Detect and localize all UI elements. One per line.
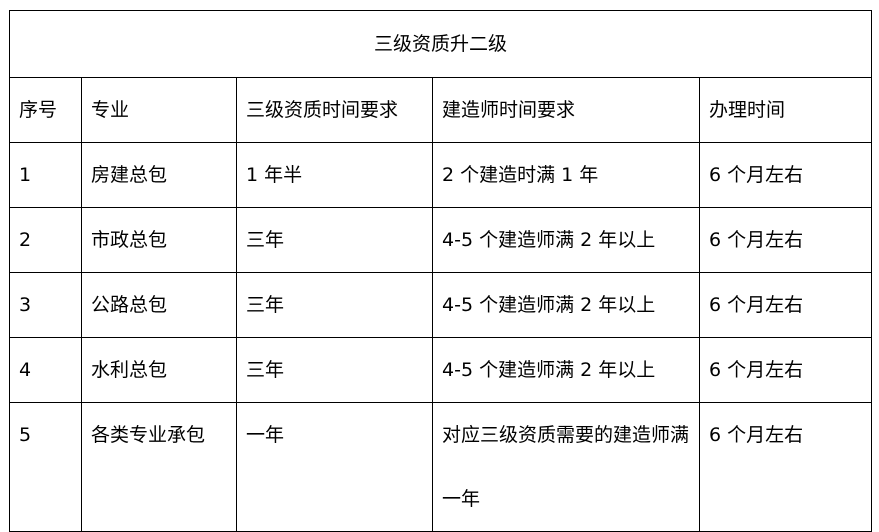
table-row: 4 水利总包 三年 4-5 个建造师满 2 年以上 6 个月左右 [9, 337, 873, 403]
cell-processing-time: 6 个月左右 [698, 142, 873, 208]
cell-qualification-time: 三年 [236, 272, 433, 338]
cell-constructor-time: 2 个建造时满 1 年 [432, 142, 700, 208]
header-specialty: 专业 [81, 77, 237, 143]
cell-index: 2 [9, 207, 82, 273]
cell-constructor-time: 4-5 个建造师满 2 年以上 [432, 272, 700, 338]
cell-qualification-time: 三年 [236, 337, 433, 403]
header-processing-time: 办理时间 [698, 77, 873, 143]
cell-processing-time: 6 个月左右 [698, 207, 873, 273]
cell-specialty: 公路总包 [81, 272, 237, 338]
header-row: 序号 专业 三级资质时间要求 建造师时间要求 办理时间 [9, 77, 873, 143]
qualification-table: 三级资质升二级 序号 专业 三级资质时间要求 建造师时间要求 办理时间 1 房建… [8, 10, 873, 532]
table-row: 1 房建总包 1 年半 2 个建造时满 1 年 6 个月左右 [9, 142, 873, 208]
table-row: 2 市政总包 三年 4-5 个建造师满 2 年以上 6 个月左右 [9, 207, 873, 273]
cell-constructor-time: 4-5 个建造师满 2 年以上 [432, 207, 700, 273]
cell-processing-time: 6 个月左右 [698, 337, 873, 403]
cell-index: 1 [9, 142, 82, 208]
table-row: 3 公路总包 三年 4-5 个建造师满 2 年以上 6 个月左右 [9, 272, 873, 338]
header-index: 序号 [9, 77, 82, 143]
cell-specialty: 各类专业承包 [81, 402, 237, 532]
cell-specialty: 水利总包 [81, 337, 237, 403]
table-title: 三级资质升二级 [8, 10, 873, 78]
cell-qualification-time: 三年 [236, 207, 433, 273]
cell-index: 4 [9, 337, 82, 403]
cell-specialty: 市政总包 [81, 207, 237, 273]
cell-qualification-time: 1 年半 [236, 142, 433, 208]
cell-index: 5 [9, 402, 82, 532]
header-qualification-time: 三级资质时间要求 [236, 77, 433, 143]
cell-constructor-time: 对应三级资质需要的建造师满一年 [432, 402, 700, 532]
header-constructor-time: 建造师时间要求 [432, 77, 700, 143]
cell-processing-time: 6 个月左右 [698, 272, 873, 338]
cell-processing-time: 6 个月左右 [698, 402, 873, 532]
cell-specialty: 房建总包 [81, 142, 237, 208]
cell-qualification-time: 一年 [236, 402, 433, 532]
cell-constructor-time: 4-5 个建造师满 2 年以上 [432, 337, 700, 403]
cell-index: 3 [9, 272, 82, 338]
title-row: 三级资质升二级 [8, 10, 873, 78]
table-row: 5 各类专业承包 一年 对应三级资质需要的建造师满一年 6 个月左右 [9, 402, 873, 532]
